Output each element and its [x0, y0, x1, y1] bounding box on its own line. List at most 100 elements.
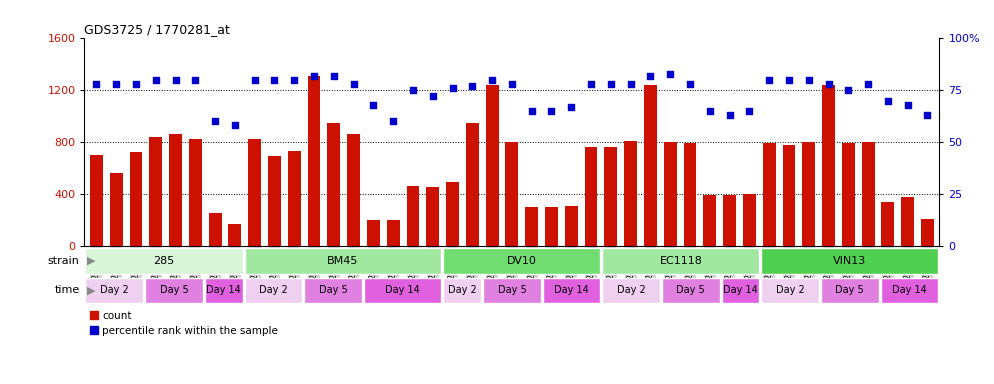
Text: Day 14: Day 14 [386, 285, 419, 296]
Point [444, 85, 460, 91]
Point [722, 112, 738, 118]
Text: ▶: ▶ [86, 256, 95, 266]
Point [366, 102, 382, 108]
Point [187, 77, 203, 83]
Text: BM45: BM45 [327, 256, 359, 266]
Bar [842, 143, 855, 246]
Bar [129, 152, 142, 246]
Bar [782, 145, 795, 246]
Text: Day 14: Day 14 [893, 285, 926, 296]
Text: Day 2: Day 2 [617, 285, 645, 296]
Point [207, 118, 223, 124]
Bar [624, 141, 637, 246]
Legend: count, percentile rank within the sample: count, percentile rank within the sample [89, 311, 278, 336]
Point [900, 102, 915, 108]
Point [524, 108, 540, 114]
Bar [229, 224, 242, 246]
Text: Day 5: Day 5 [160, 285, 188, 296]
Text: Day 14: Day 14 [555, 285, 588, 296]
Bar [466, 122, 479, 246]
Bar [367, 220, 380, 246]
Bar [506, 142, 518, 246]
Bar [602, 278, 660, 303]
Bar [584, 147, 597, 246]
Bar [902, 197, 914, 246]
Point [504, 81, 520, 87]
Text: ▶: ▶ [86, 285, 95, 296]
Bar [545, 207, 558, 246]
Point [148, 77, 164, 83]
Point [326, 73, 342, 79]
Bar [802, 142, 815, 246]
Bar [525, 207, 538, 246]
Bar [761, 248, 938, 274]
Bar [602, 248, 759, 274]
Point [682, 81, 698, 87]
Bar [245, 278, 302, 303]
Point [128, 81, 144, 87]
Bar [387, 220, 400, 246]
Point [583, 81, 599, 87]
Bar [288, 151, 300, 246]
Text: VIN13: VIN13 [833, 256, 867, 266]
Bar [486, 85, 499, 246]
Point [821, 81, 837, 87]
Point [642, 73, 658, 79]
Bar [304, 278, 362, 303]
Bar [307, 76, 320, 246]
Bar [327, 122, 340, 246]
Point [247, 77, 262, 83]
Point [386, 118, 402, 124]
Bar [821, 278, 879, 303]
Point [781, 77, 797, 83]
Bar [664, 142, 677, 246]
Point [108, 81, 124, 87]
Bar [822, 85, 835, 246]
Point [662, 71, 678, 77]
Text: Day 2: Day 2 [259, 285, 287, 296]
Point [306, 73, 322, 79]
Point [286, 77, 302, 83]
Bar [364, 278, 441, 303]
Point [564, 104, 580, 110]
Bar [89, 155, 102, 246]
Bar [248, 139, 261, 246]
Point [702, 108, 718, 114]
Bar [446, 182, 459, 246]
Text: Day 5: Day 5 [498, 285, 526, 296]
Text: Day 2: Day 2 [448, 285, 476, 296]
Text: Day 2: Day 2 [100, 285, 128, 296]
Point [464, 83, 480, 89]
Text: DV10: DV10 [507, 256, 537, 266]
Bar [543, 278, 600, 303]
Bar [407, 186, 419, 246]
Point [168, 77, 184, 83]
Bar [762, 143, 775, 246]
Point [405, 87, 420, 93]
Bar [85, 278, 143, 303]
Bar [426, 187, 439, 246]
Bar [189, 139, 202, 246]
Bar [565, 205, 578, 246]
Bar [443, 278, 481, 303]
Point [742, 108, 757, 114]
Text: Day 5: Day 5 [836, 285, 864, 296]
Bar [169, 134, 182, 246]
Point [544, 108, 560, 114]
Bar [921, 218, 934, 246]
Bar [109, 173, 122, 246]
Bar [662, 278, 720, 303]
Point [919, 112, 935, 118]
Point [424, 93, 440, 99]
Bar [862, 142, 875, 246]
Bar [347, 134, 360, 246]
Bar [145, 278, 203, 303]
Text: time: time [55, 285, 80, 296]
Bar [684, 143, 697, 246]
Point [622, 81, 638, 87]
Point [266, 77, 282, 83]
Text: EC1118: EC1118 [659, 256, 703, 266]
Bar [743, 194, 755, 246]
Bar [724, 195, 736, 246]
Point [860, 81, 876, 87]
